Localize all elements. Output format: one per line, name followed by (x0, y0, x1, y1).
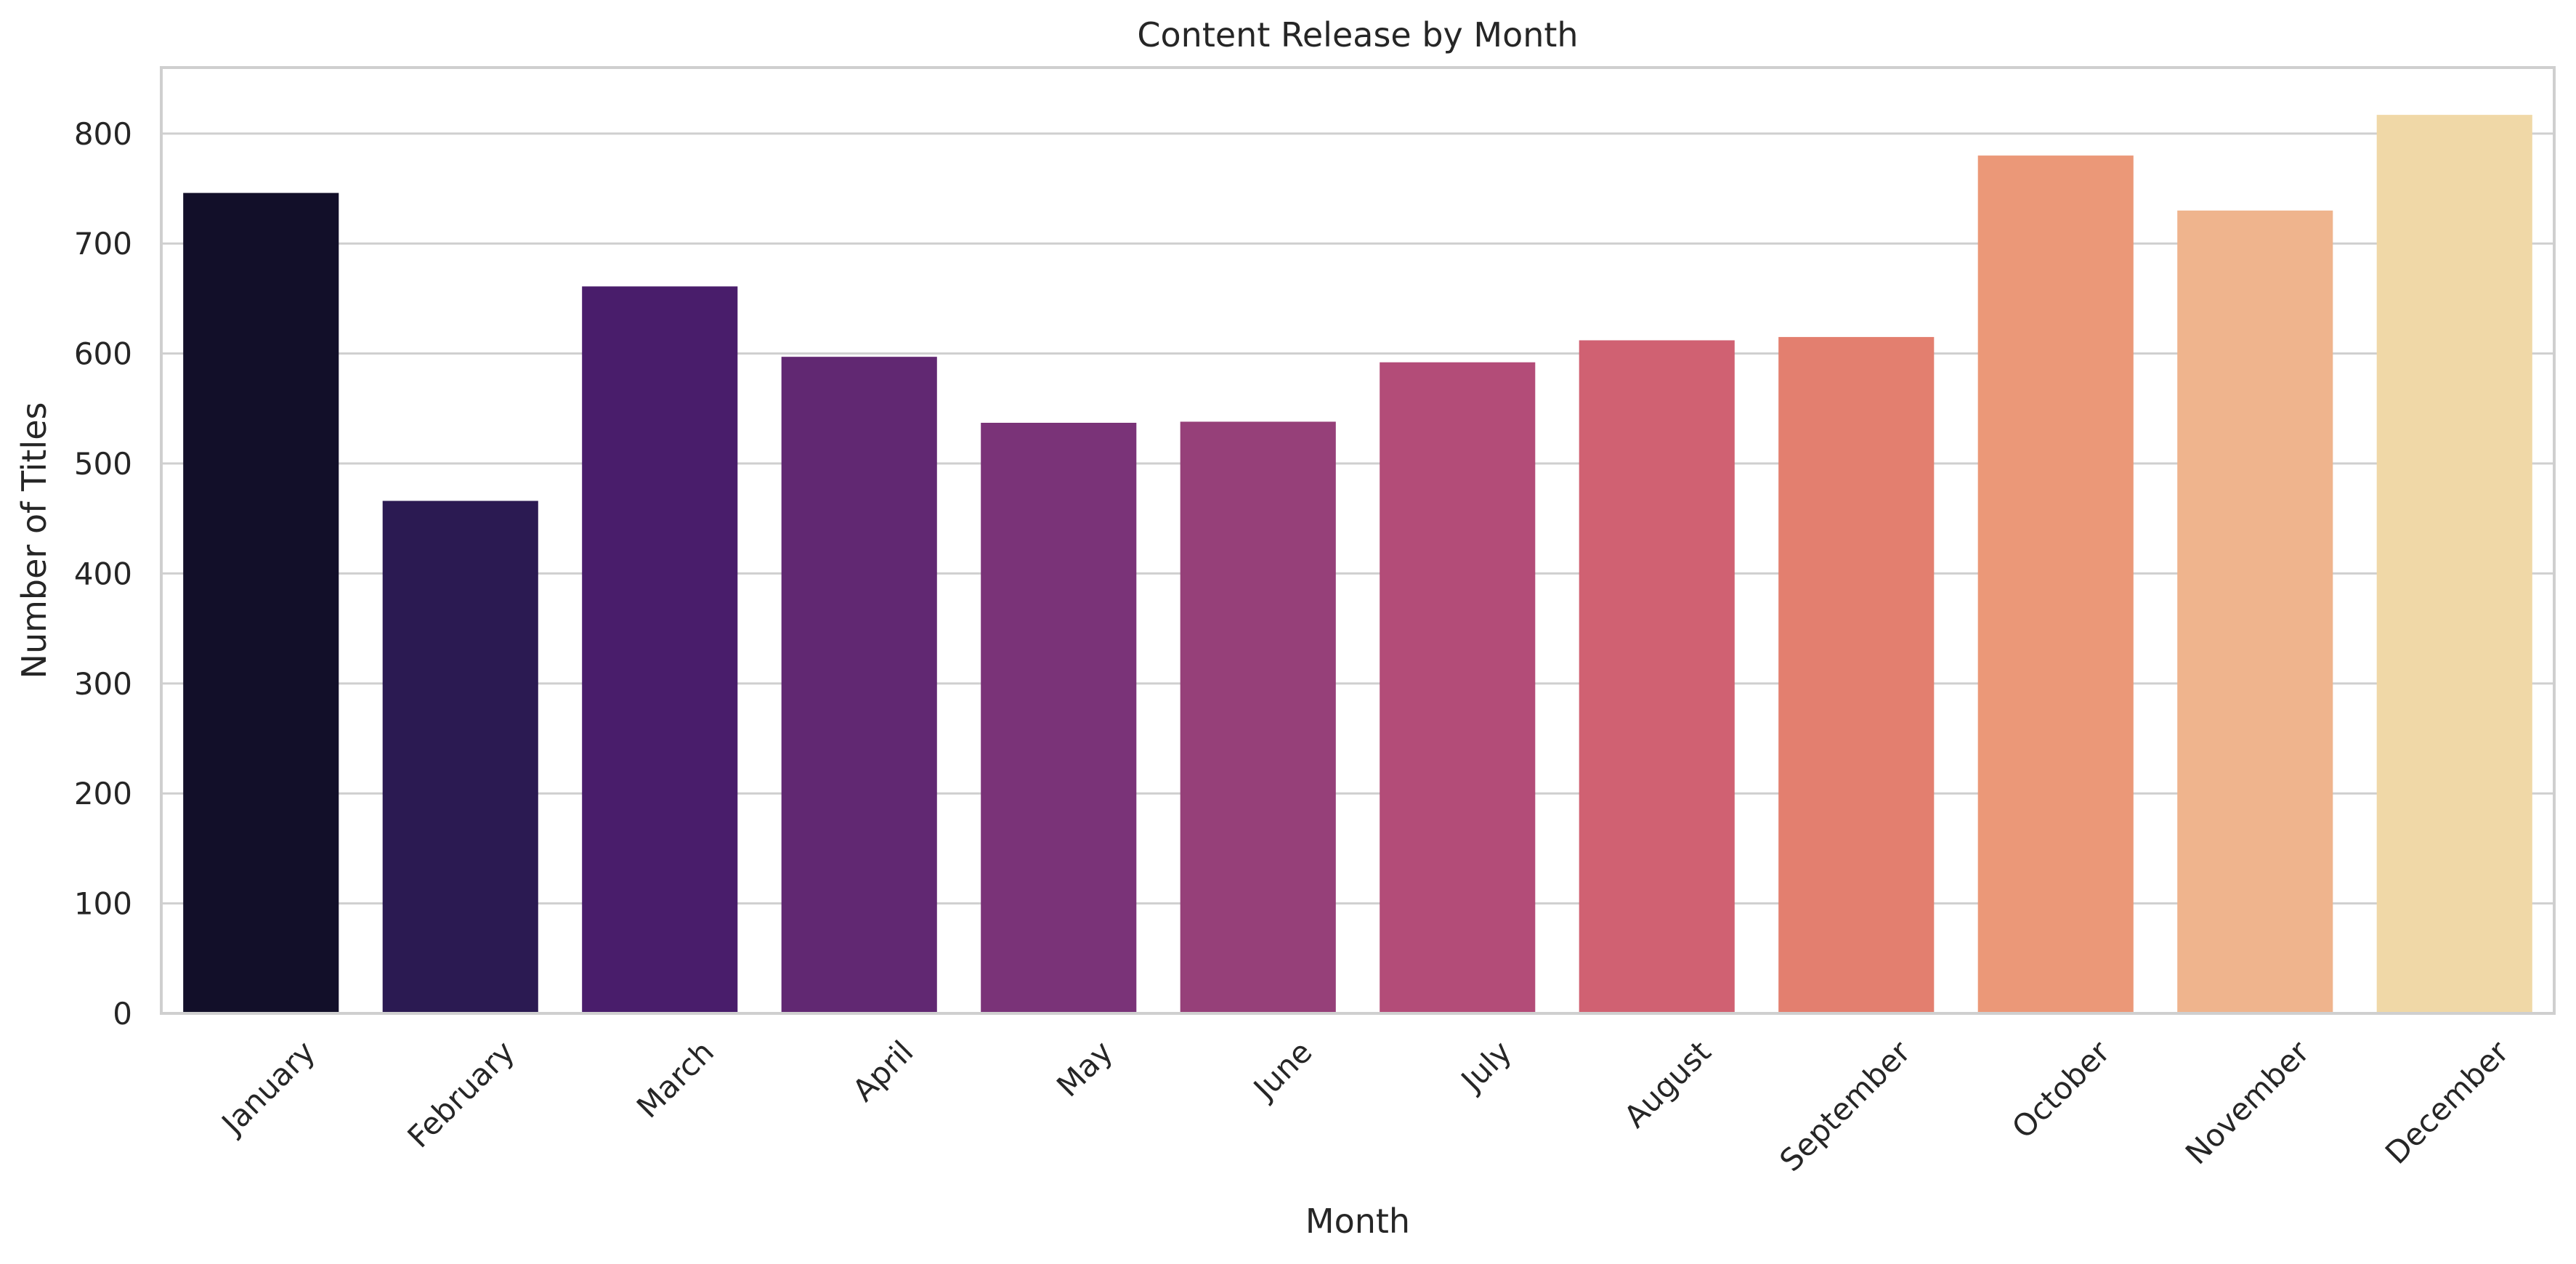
y-tick-label: 700 (74, 226, 132, 262)
bar-november (2177, 210, 2333, 1013)
x-tick-label: August (1617, 1034, 1718, 1135)
x-tick-label: November (2179, 1034, 2317, 1172)
x-tick-label: April (846, 1034, 920, 1109)
y-tick-label: 500 (74, 446, 132, 482)
y-tick-label: 300 (74, 666, 132, 702)
y-tick-label: 0 (113, 996, 132, 1032)
bar-june (1180, 421, 1336, 1013)
x-axis-label: Month (1305, 1202, 1410, 1241)
bar-march (582, 286, 738, 1013)
y-tick-label: 400 (74, 556, 132, 591)
x-tick-labels: January February March April May June July Augu… (214, 1034, 2516, 1178)
x-tick-label: December (2378, 1034, 2516, 1171)
x-tick-label: March (630, 1034, 721, 1125)
bar-february (382, 501, 538, 1013)
y-tick-labels: 0 100 200 300 400 500 600 700 800 (74, 116, 132, 1032)
bar-january (183, 193, 339, 1013)
x-tick-label: February (400, 1034, 521, 1154)
bar-september (1778, 336, 1935, 1014)
y-tick-label: 800 (74, 116, 132, 152)
x-tick-label: January (214, 1034, 322, 1142)
bar-may (981, 423, 1137, 1013)
bar-october (1977, 155, 2134, 1014)
x-tick-label: October (2005, 1034, 2117, 1146)
x-tick-label: May (1050, 1034, 1119, 1103)
x-tick-label: June (1245, 1034, 1319, 1107)
bar-august (1579, 340, 1735, 1014)
bars (183, 115, 2532, 1014)
bar-july (1380, 362, 1536, 1014)
y-tick-label: 200 (74, 776, 132, 811)
y-tick-label: 100 (74, 886, 132, 922)
y-tick-label: 600 (74, 336, 132, 372)
y-axis-label: Number of Titles (15, 402, 54, 679)
plot-frame (160, 66, 2556, 1015)
x-tick-label: July (1453, 1034, 1518, 1099)
bar-december (2376, 115, 2532, 1014)
gridlines (161, 132, 2554, 905)
x-tick-label: September (1773, 1034, 1917, 1178)
bar-april (781, 357, 937, 1013)
chart-title: Content Release by Month (1137, 15, 1578, 54)
